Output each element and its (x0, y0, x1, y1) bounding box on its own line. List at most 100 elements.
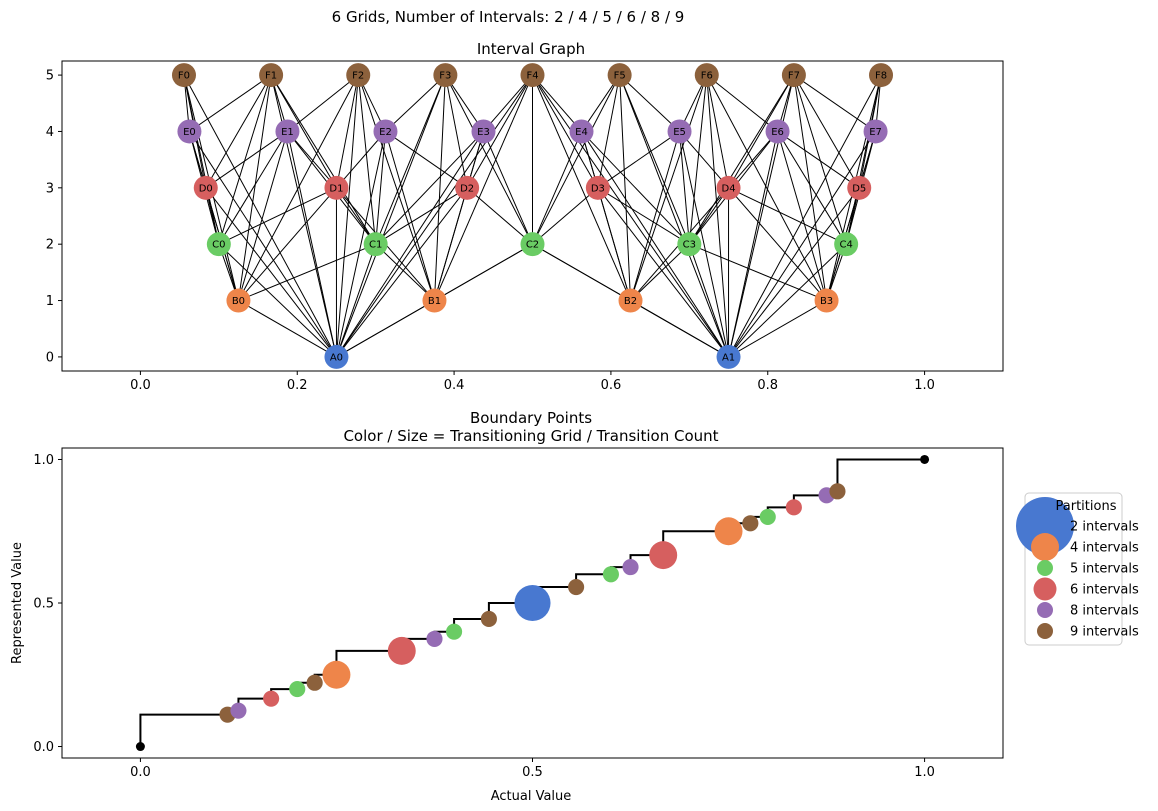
graph-node-b2: B2 (618, 288, 643, 313)
graph-edge (218, 243, 337, 358)
graph-edge (532, 187, 599, 245)
graph-edge (287, 74, 359, 132)
graph-node-marker (363, 232, 388, 257)
graph-edge (597, 131, 680, 189)
graph-node-label: F3 (439, 71, 451, 82)
graph-edge (679, 131, 730, 358)
y-tick-label: 1.0 (33, 453, 54, 468)
boundary-point-f (480, 610, 497, 628)
graph-edge (630, 243, 690, 301)
graph-node-marker (177, 119, 202, 144)
graph-edge (375, 187, 468, 245)
graph-node-label: B1 (428, 296, 441, 307)
graph-edge (238, 300, 337, 358)
graph-node-marker (226, 288, 251, 313)
graph-node-b1: B1 (422, 288, 447, 313)
graph-node-marker (471, 119, 496, 144)
graph-edge (238, 243, 376, 302)
graph-edge (532, 131, 582, 245)
legend-label: 5 intervals (1070, 562, 1139, 577)
graph-node-label: F0 (178, 71, 190, 82)
graph-node-label: F5 (614, 71, 626, 82)
graph-node-marker (520, 63, 545, 88)
graph-node-e6: E6 (765, 119, 790, 144)
graph-edge (689, 243, 827, 302)
graph-edge (793, 74, 876, 132)
graph-node-f1: F1 (259, 63, 284, 88)
graph-edge (793, 75, 828, 301)
interval-graph-title: Interval Graph (477, 40, 585, 58)
legend-marker (1037, 623, 1053, 639)
x-tick-label: 0.5 (522, 765, 543, 780)
legend-marker (1037, 602, 1053, 618)
graph-node-label: E6 (771, 127, 784, 138)
graph-edge (597, 74, 621, 188)
boundary-points-x-ticks: 0.0 0.5 1.0 (130, 758, 935, 780)
graph-edge (793, 74, 847, 245)
graph-edge (581, 131, 690, 245)
graph-node-label: F8 (875, 71, 887, 82)
graph-node-marker (694, 63, 719, 88)
interval-graph-y-ticks: 0 1 2 3 4 5 (46, 69, 62, 365)
graph-node-d1: D1 (324, 175, 349, 200)
legend-item-b: 4 intervals (1031, 533, 1139, 561)
boundary-point-b (714, 517, 743, 546)
graph-edge (777, 131, 828, 301)
graph-node-f8: F8 (869, 63, 894, 88)
graph-edge (357, 74, 435, 301)
graph-node-label: E1 (281, 127, 294, 138)
y-axis-label: Represented Value (10, 542, 25, 664)
graph-edge (375, 131, 484, 245)
graph-edge (336, 131, 484, 358)
graph-node-marker (455, 175, 480, 200)
graph-edge (335, 75, 359, 357)
graph-node-marker (716, 175, 741, 200)
boundary-point-e (426, 630, 443, 647)
graph-node-marker (607, 63, 632, 88)
graph-node-label: B0 (232, 296, 245, 307)
graph-edge (238, 187, 337, 301)
graph-edge (483, 74, 533, 132)
graph-node-label: C0 (212, 240, 225, 251)
graph-edge (777, 131, 860, 189)
legend-marker (1033, 577, 1057, 601)
graph-edge (466, 187, 533, 245)
graph-node-e0: E0 (177, 119, 202, 144)
graph-edge (336, 187, 468, 358)
graph-node-label: F2 (352, 71, 364, 82)
graph-node-c1: C1 (363, 232, 388, 257)
boundary-point-e (622, 559, 639, 576)
endpoint-marker (920, 454, 930, 464)
legend-item-c: 5 intervals (1037, 560, 1139, 577)
graph-edge (728, 187, 847, 245)
graph-node-label: D3 (591, 183, 605, 194)
graph-edge (433, 75, 446, 301)
graph-node-marker (324, 344, 349, 369)
graph-node-f0: F0 (171, 63, 196, 88)
graph-edge (357, 75, 377, 245)
legend-label: 2 intervals (1070, 520, 1139, 535)
graph-node-marker (520, 232, 545, 257)
legend-label: 9 intervals (1070, 625, 1139, 640)
boundary-point-a (514, 584, 551, 622)
graph-edge (270, 74, 337, 189)
graph-node-marker (569, 119, 594, 144)
boundary-point-f (742, 515, 759, 532)
legend-item-e: 8 intervals (1037, 602, 1139, 619)
graph-edge (728, 300, 827, 358)
graph-node-marker (259, 63, 284, 88)
graph-node-label: D0 (199, 183, 213, 194)
x-tick-label: 1.0 (914, 378, 935, 393)
boundary-point-d (785, 499, 802, 516)
graph-node-marker (206, 232, 231, 257)
graph-edge (630, 74, 708, 301)
graph-node-label: B2 (624, 296, 637, 307)
graph-edge (375, 131, 386, 245)
graph-edge (532, 243, 631, 301)
graph-node-marker (422, 288, 447, 313)
graph-edge (532, 74, 582, 132)
boundary-point-d (263, 690, 280, 707)
graph-node-marker (863, 119, 888, 144)
boundary-points (135, 454, 930, 752)
